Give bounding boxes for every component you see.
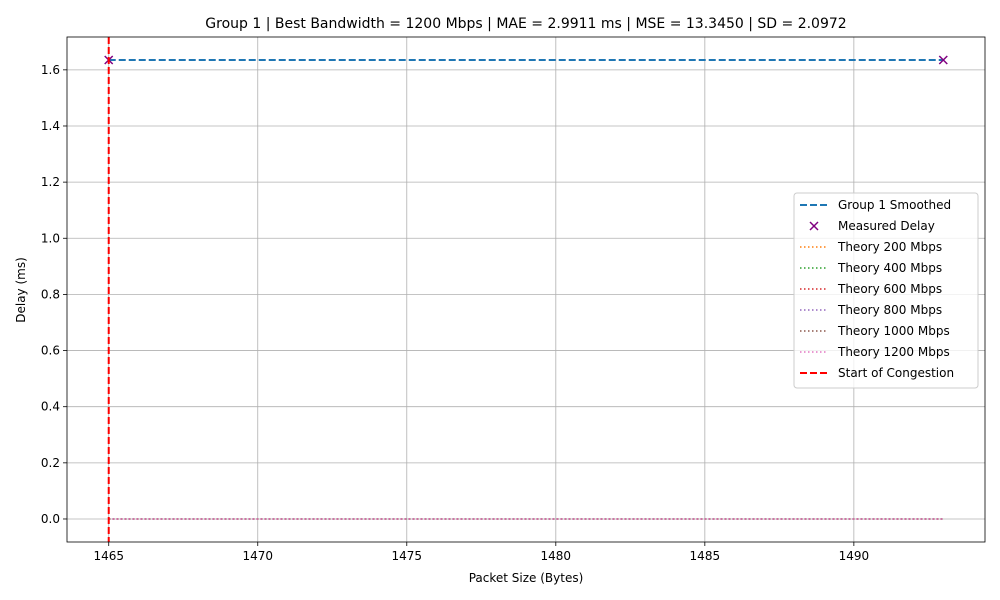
x-tick-label: 1480: [541, 549, 572, 563]
marker-stroke: [938, 55, 948, 65]
legend-label: Theory 1000 Mbps: [837, 324, 950, 338]
measured-delay-point: [938, 55, 948, 65]
x-tick-label: 1465: [93, 549, 124, 563]
series-layer: [104, 37, 948, 542]
y-tick-label: 1.6: [41, 63, 60, 77]
ticks: 1465 1470 1475 1480 1485 1490 0.0 0.2 0.4 0.6 0.8 1…: [41, 63, 869, 563]
legend-label: Theory 200 Mbps: [837, 240, 942, 254]
x-tick-label: 1490: [839, 549, 870, 563]
x-tick-label: 1470: [242, 549, 273, 563]
legend-marker: [809, 221, 819, 231]
y-tick-label: 0.0: [41, 512, 60, 526]
y-tick-label: 0.2: [41, 456, 60, 470]
legend-label: Group 1 Smoothed: [838, 198, 951, 212]
x-axis-label: Packet Size (Bytes): [469, 571, 584, 585]
y-tick-label: 1.4: [41, 119, 60, 133]
x-tick-label: 1475: [392, 549, 423, 563]
legend-label: Theory 600 Mbps: [837, 282, 942, 296]
plot-frame: [66, 36, 986, 543]
y-tick-label: 1.0: [41, 231, 60, 245]
y-axis-label: Delay (ms): [14, 257, 28, 323]
legend-label: Measured Delay: [838, 219, 935, 233]
x-tick-label: 1485: [690, 549, 721, 563]
legend-label: Start of Congestion: [838, 366, 954, 380]
legend-label: Theory 800 Mbps: [837, 303, 942, 317]
legend-box: [793, 192, 979, 389]
legend: Group 1 Smoothed Measured Delay Theory 200…: [793, 192, 979, 389]
y-tick-label: 1.2: [41, 175, 60, 189]
legend-label: Theory 1200 Mbps: [837, 345, 950, 359]
y-tick-label: 0.8: [41, 287, 60, 301]
y-tick-label: 0.6: [41, 344, 60, 358]
chart-title: Group 1 | Best Bandwidth = 1200 Mbps | M…: [205, 16, 846, 32]
y-tick-label: 0.4: [41, 400, 60, 414]
legend-label: Theory 400 Mbps: [837, 261, 942, 275]
